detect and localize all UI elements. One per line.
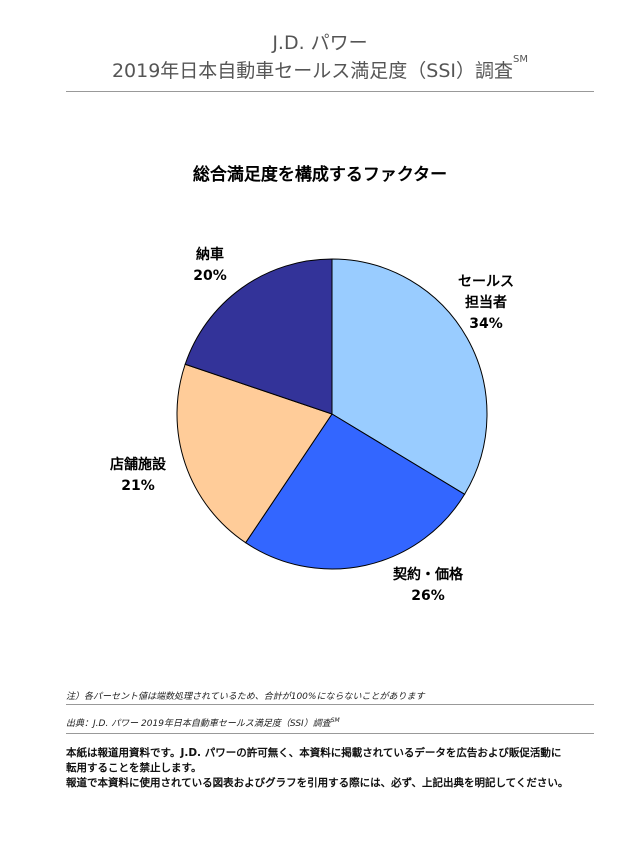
pie-slice	[176, 363, 333, 544]
pie-slice	[184, 258, 333, 415]
slice-value-label: 26%	[411, 588, 445, 604]
header-divider	[66, 91, 594, 92]
source-text: 出典：J.D. パワー 2019年日本自動車セールス満足度（SSI）調査	[66, 719, 331, 729]
slice-label: 契約・価格 26%	[368, 565, 488, 607]
disclaimer-line-3: 報道で本資料に使用されている図表およびグラフを引用する際には、必ず、上記出典を明…	[66, 777, 569, 789]
slice-label-text: 担当者	[465, 295, 507, 311]
slice-label-text: 店舗施設	[110, 457, 166, 473]
pie-slice	[244, 413, 466, 570]
source-note: 出典：J.D. パワー 2019年日本自動車セールス満足度（SSI）調査SM	[66, 716, 340, 729]
rounding-note: 注）各パーセント値は端数処理されているため、合計が100%にならないことがありま…	[66, 692, 425, 702]
slice-value-label: 21%	[121, 478, 155, 494]
survey-title-text: 2019年日本自動車セールス満足度（SSI）調査	[111, 60, 514, 82]
slice-label: 店舗施設 21%	[78, 455, 198, 497]
survey-title: 2019年日本自動車セールス満足度（SSI）調査SM	[0, 54, 640, 83]
slice-value-label: 34%	[469, 316, 503, 332]
disclaimer-line-1: 本紙は報道用資料です。J.D. パワーの許可無く、本資料に掲載されているデータを…	[66, 747, 562, 759]
slice-label: 納車 20%	[150, 245, 270, 287]
slice-label-text: セールス	[458, 274, 514, 290]
chart-title: 総合満足度を構成するファクター	[192, 165, 448, 185]
disclaimer-line-2: 転用することを禁止します。	[66, 762, 202, 774]
slice-label-text: 納車	[196, 247, 224, 263]
slice-value-label: 20%	[193, 268, 227, 284]
slice-label: セールス担当者 34%	[426, 272, 546, 335]
service-mark: SM	[513, 54, 529, 65]
pie-slice	[331, 258, 488, 495]
source-divider	[66, 733, 594, 734]
slice-label-text: 契約・価格	[393, 567, 463, 583]
header-brand: J.D. パワー	[272, 32, 368, 54]
note-divider	[66, 704, 594, 705]
disclaimer: 本紙は報道用資料です。J.D. パワーの許可無く、本資料に掲載されているデータを…	[66, 746, 606, 791]
source-service-mark: SM	[330, 717, 340, 724]
